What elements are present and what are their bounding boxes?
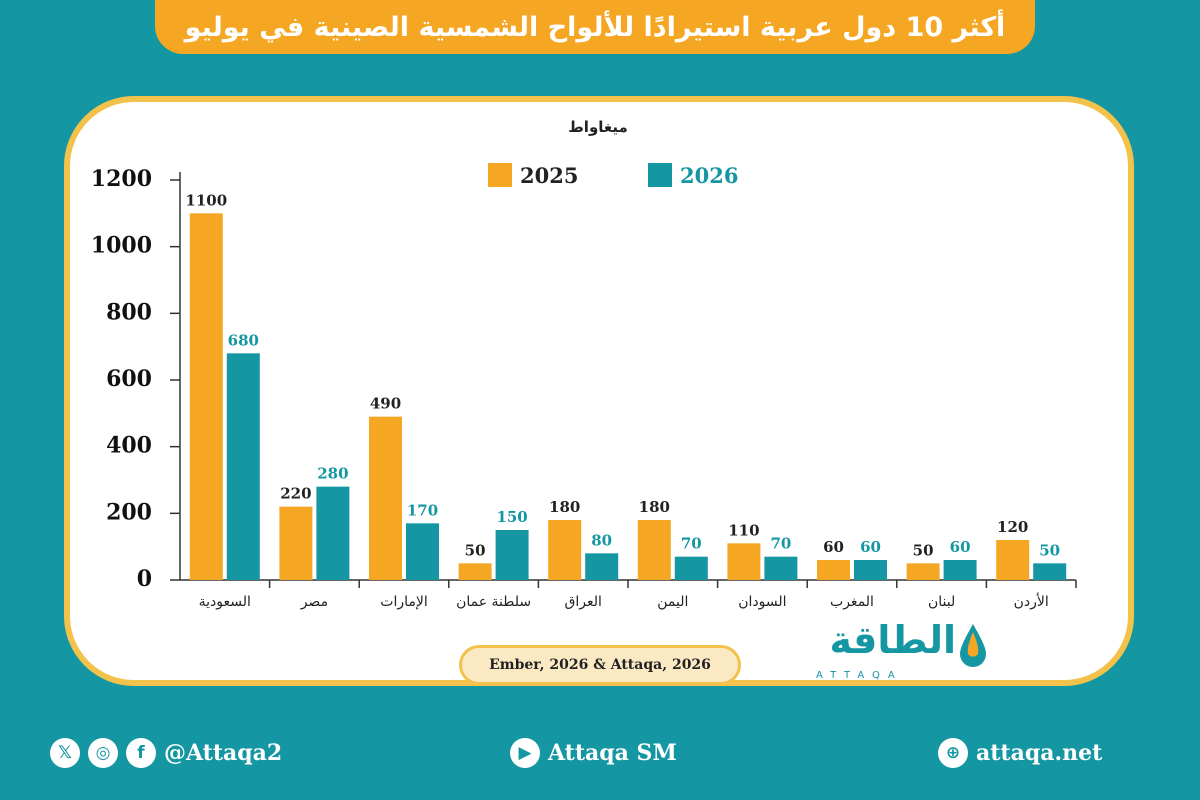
bar [458, 563, 492, 580]
logo-english: ATTAQA [816, 670, 903, 681]
bar [764, 556, 798, 580]
bar [674, 556, 708, 580]
data-label: 180 [639, 498, 670, 516]
legend-swatch [488, 163, 512, 187]
social-group: 𝕏 ◎ f @Attaqa2 [50, 738, 282, 768]
data-label: 50 [1039, 541, 1060, 559]
x-icon[interactable]: 𝕏 [50, 738, 80, 768]
bar [906, 563, 940, 580]
y-tick-label: 600 [106, 366, 152, 392]
data-label: 60 [860, 538, 881, 556]
logo-arabic: الطاقة [829, 618, 956, 662]
x-tick-label: السعودية [199, 594, 251, 610]
bar [996, 540, 1030, 580]
data-label: 110 [728, 521, 759, 539]
data-label: 50 [913, 541, 934, 559]
drop-icon [960, 624, 986, 667]
x-tick-label: سلطنة عمان [456, 594, 531, 610]
y-tick-label: 400 [106, 433, 152, 459]
source-text: Ember, 2026 & Attaqa, 2026 [489, 657, 711, 673]
x-tick-label: اليمن [657, 594, 688, 610]
data-label: 150 [496, 508, 527, 526]
unit-label: ميغاواط [568, 118, 628, 136]
youtube-group: ▶ Attaqa SM [510, 738, 677, 768]
attaqa-logo: الطاقة ATTAQA [812, 618, 992, 688]
bar [727, 543, 761, 580]
page-title: أكثر 10 دول عربية استيرادًا للألواح الشم… [184, 11, 1006, 43]
y-tick-label: 800 [106, 299, 152, 325]
data-label: 180 [549, 498, 580, 516]
bar [406, 523, 439, 580]
bar [1033, 563, 1067, 580]
bar [226, 353, 260, 580]
source-pill: Ember, 2026 & Attaqa, 2026 [459, 645, 741, 685]
bar [943, 560, 977, 580]
bar [637, 520, 671, 580]
data-label: 120 [997, 518, 1028, 536]
bar [369, 416, 402, 580]
bar [817, 560, 850, 580]
data-label: 50 [465, 541, 486, 559]
legend-label: 2026 [680, 163, 738, 188]
y-tick-label: 200 [106, 499, 152, 525]
youtube-icon[interactable]: ▶ [510, 738, 540, 768]
x-tick-label: لبنان [928, 594, 955, 610]
social-handle[interactable]: @Attaqa2 [164, 740, 283, 766]
data-label: 280 [317, 465, 348, 483]
youtube-channel[interactable]: Attaqa SM [548, 740, 677, 766]
data-label: 490 [370, 395, 401, 413]
data-label: 60 [823, 538, 844, 556]
title-banner: أكثر 10 دول عربية استيرادًا للألواح الشم… [155, 0, 1035, 54]
x-tick-label: الإمارات [380, 594, 427, 610]
x-tick-label: مصر [300, 594, 328, 610]
website-link[interactable]: attaqa.net [976, 740, 1103, 766]
data-label: 70 [770, 535, 791, 553]
x-tick-label: السودان [738, 594, 786, 610]
globe-icon[interactable]: ⊕ [938, 738, 968, 768]
y-tick-label: 0 [137, 566, 152, 592]
bar [279, 506, 313, 580]
x-tick-label: المغرب [830, 594, 874, 610]
legend-swatch [648, 163, 672, 187]
bar [189, 213, 223, 581]
x-tick-label: العراق [565, 594, 602, 610]
data-label: 170 [407, 501, 438, 519]
bar [854, 560, 887, 580]
website-group: ⊕ attaqa.net [938, 738, 1102, 768]
y-tick-label: 1000 [91, 233, 152, 259]
x-tick-label: الأردن [1014, 592, 1049, 610]
data-label: 680 [228, 331, 259, 349]
bar [585, 553, 619, 580]
facebook-icon[interactable]: f [126, 738, 156, 768]
y-tick-label: 1200 [91, 166, 152, 192]
data-label: 1100 [185, 191, 227, 209]
bar [548, 520, 582, 580]
data-label: 60 [950, 538, 971, 556]
legend-label: 2025 [520, 163, 578, 188]
data-label: 80 [591, 531, 612, 549]
bar [495, 530, 529, 580]
bar [316, 486, 350, 580]
data-label: 70 [681, 535, 702, 553]
data-label: 220 [280, 485, 311, 503]
footer: 𝕏 ◎ f @Attaqa2 ▶ Attaqa SM ⊕ attaqa.net [0, 728, 1200, 782]
instagram-icon[interactable]: ◎ [88, 738, 118, 768]
